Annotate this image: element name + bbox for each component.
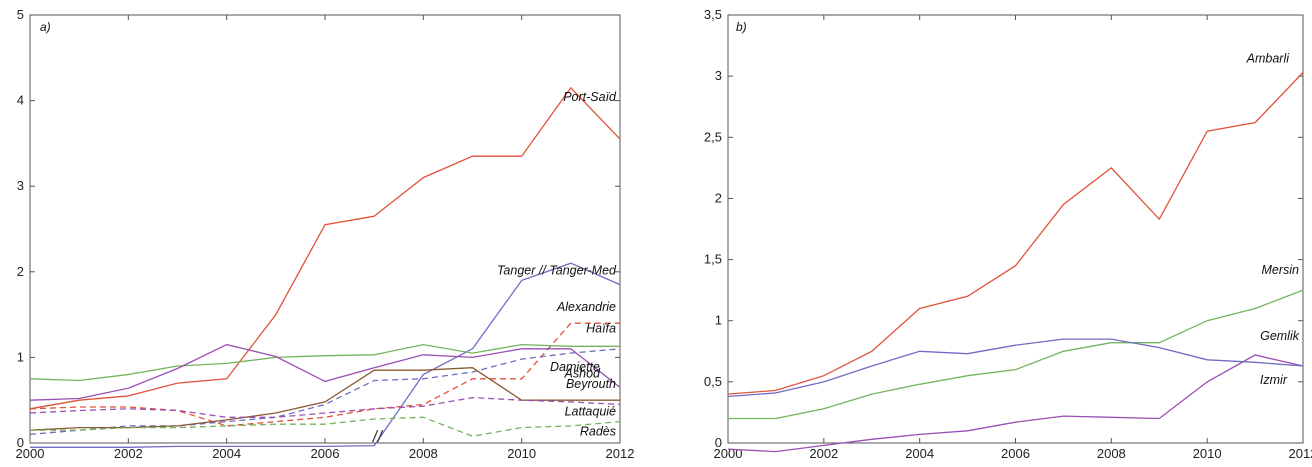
series-line-a-2 xyxy=(29,322,620,427)
x-tick-label: 2010 xyxy=(1193,446,1222,461)
series-label: Alexandrie xyxy=(556,300,616,314)
y-tick-label: 2 xyxy=(17,264,24,279)
series-label: Mersin xyxy=(1261,263,1299,277)
y-tick-label: 0 xyxy=(715,435,722,450)
series-label: Damiette xyxy=(550,360,600,374)
y-tick-label: 3 xyxy=(17,178,24,193)
y-tick-label: 5 xyxy=(17,7,24,22)
x-tick-label: 2008 xyxy=(409,446,438,461)
x-tick-label: 2000 xyxy=(16,446,45,461)
series-label: Lattaquié xyxy=(565,404,616,418)
series-label: Ambarli xyxy=(1246,51,1291,65)
y-tick-label: 2 xyxy=(715,190,722,205)
x-tick-label: 2006 xyxy=(311,446,340,461)
x-tick-label: 2010 xyxy=(507,446,536,461)
y-tick-label: 3,5 xyxy=(704,7,722,22)
series-line-a-1 xyxy=(30,262,621,448)
series-line-a-3 xyxy=(29,343,620,382)
chart-panel-a: 0 1 2 3 4 5 2000 2002 2004 2006 2008 2010 2012 a) Port… xyxy=(16,7,635,461)
x-tick-label: 2002 xyxy=(809,446,838,461)
series-line-a-4 xyxy=(29,343,621,401)
y-tick-label: 1 xyxy=(17,349,24,364)
series-label: Izmir xyxy=(1260,373,1288,387)
series-label: Radès xyxy=(580,425,616,439)
series-line-a-7 xyxy=(29,396,621,418)
x-tick-label: 2012 xyxy=(606,446,635,461)
x-tick-label: 2012 xyxy=(1289,446,1312,461)
series-line-b-2 xyxy=(727,354,1304,453)
x-tick-label: 2000 xyxy=(714,446,743,461)
axis-break-marker xyxy=(372,429,384,443)
series-line-b-3 xyxy=(727,338,1304,398)
series-line-a-6 xyxy=(29,367,620,431)
y-tick-label: 0,5 xyxy=(704,374,722,389)
y-tick-label: 0 xyxy=(17,435,24,450)
series-line-b-0 xyxy=(727,72,1304,395)
series-label: Haïfa xyxy=(586,321,616,335)
y-tick-label: 1,5 xyxy=(704,252,722,267)
x-tick-label: 2008 xyxy=(1097,446,1126,461)
y-tick-label: 4 xyxy=(17,93,24,108)
series-line-a-0 xyxy=(29,86,621,410)
panel-label: b) xyxy=(736,20,747,34)
y-tick-label: 3 xyxy=(715,68,722,83)
series-label: Ashod xyxy=(564,366,601,380)
x-tick-label: 2004 xyxy=(212,446,241,461)
series-line-a-8 xyxy=(30,416,621,437)
series-label: Gemlik xyxy=(1260,329,1300,343)
series-line-b-1 xyxy=(728,289,1304,420)
series-label: Beyrouth xyxy=(566,377,616,391)
series-label: Port-Saïd xyxy=(563,90,617,104)
plot-frame xyxy=(29,14,621,444)
x-tick-label: 2006 xyxy=(1001,446,1030,461)
x-tick-label: 2002 xyxy=(114,446,143,461)
series-line-a-5 xyxy=(29,348,621,436)
panel-label: a) xyxy=(40,20,51,34)
chart-panel-b: 0 0,5 1 1,5 2 2,5 3 3,5 2000 2002 2004 2006 2008 2010… xyxy=(704,7,1312,461)
y-tick-label: 2,5 xyxy=(704,129,722,144)
x-tick-label: 2004 xyxy=(905,446,934,461)
y-tick-label: 1 xyxy=(715,313,722,328)
series-label: Tanger // Tanger-Med xyxy=(497,264,617,278)
